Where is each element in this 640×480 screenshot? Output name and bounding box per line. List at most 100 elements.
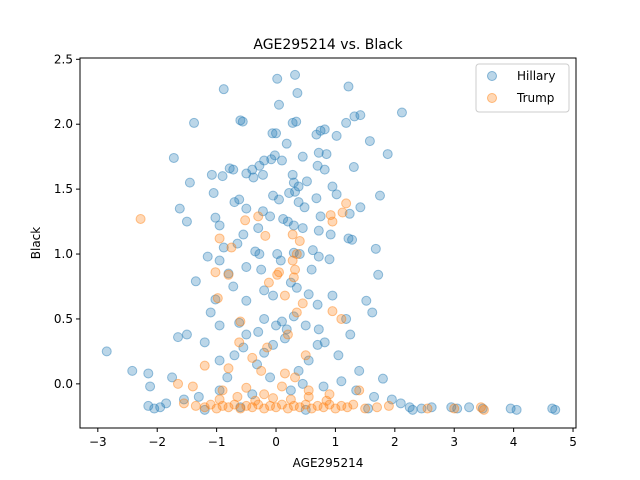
data-point-hillary-8	[341, 117, 352, 128]
data-point-hillary-42	[208, 188, 219, 199]
data-point-hillary-3	[343, 81, 354, 92]
data-point-trump-71	[330, 403, 341, 414]
data-point-hillary-167	[149, 403, 160, 414]
y-tick-label: 2.0	[54, 117, 73, 131]
data-point-hillary-94	[214, 255, 225, 266]
data-point-trump-6	[240, 215, 251, 226]
data-point-hillary-148	[354, 365, 365, 376]
x-tick-label: 5	[569, 435, 577, 449]
data-point-hillary-43	[217, 171, 228, 182]
data-point-hillary-10	[189, 117, 200, 128]
data-point-hillary-174	[416, 403, 427, 414]
data-point-trump-46	[354, 385, 365, 396]
x-tick-label: −2	[148, 435, 166, 449]
data-point-trump-85	[422, 403, 433, 414]
data-point-trump-48	[190, 400, 201, 411]
data-point-hillary-61	[268, 190, 279, 201]
data-point-hillary-41	[184, 177, 195, 188]
data-point-hillary-178	[464, 402, 475, 413]
data-point-trump-37	[290, 372, 301, 383]
data-point-trump-65	[294, 402, 305, 413]
data-point-trump-8	[226, 242, 237, 253]
data-point-hillary-22	[168, 152, 179, 163]
data-point-hillary-9	[396, 107, 407, 118]
data-point-trump-84	[321, 395, 332, 406]
data-point-trump-72	[336, 400, 347, 411]
data-point-hillary-152	[193, 391, 204, 402]
data-point-hillary-88	[288, 247, 299, 258]
data-point-hillary-19	[311, 129, 322, 140]
data-point-trump-86	[449, 403, 460, 414]
data-point-hillary-117	[234, 317, 245, 328]
legend-label-trump: Trump	[516, 91, 554, 105]
data-point-hillary-20	[331, 130, 342, 141]
chart-title: AGE295214 vs. Black	[253, 37, 403, 53]
data-point-hillary-112	[361, 295, 372, 306]
data-point-hillary-5	[292, 88, 303, 99]
data-point-hillary-25	[297, 151, 308, 162]
data-point-hillary-102	[210, 294, 221, 305]
data-point-hillary-89	[294, 249, 305, 260]
data-point-hillary-154	[222, 372, 233, 383]
data-point-hillary-137	[229, 350, 240, 361]
data-point-trump-33	[199, 360, 210, 371]
data-point-hillary-134	[167, 372, 178, 383]
data-point-trump-44	[303, 385, 314, 396]
data-point-hillary-118	[241, 329, 252, 340]
data-point-hillary-157	[285, 385, 296, 396]
data-point-hillary-121	[271, 320, 282, 331]
data-point-hillary-50	[327, 181, 338, 192]
data-point-hillary-16	[291, 116, 302, 127]
data-point-hillary-98	[306, 264, 317, 275]
data-point-hillary-124	[288, 311, 299, 322]
data-point-hillary-116	[214, 320, 225, 331]
data-point-hillary-142	[279, 333, 290, 344]
data-point-trump-80	[250, 395, 261, 406]
data-point-hillary-65	[293, 197, 304, 208]
data-point-hillary-93	[202, 251, 213, 262]
data-point-trump-62	[276, 399, 287, 410]
data-point-hillary-1	[290, 69, 301, 80]
data-point-hillary-39	[312, 160, 323, 171]
data-point-trump-3	[325, 210, 336, 221]
data-point-hillary-177	[452, 403, 463, 414]
data-point-trump-10	[287, 229, 298, 240]
data-point-hillary-173	[407, 404, 418, 415]
data-point-trump-18	[210, 267, 221, 278]
data-point-trump-74	[348, 399, 359, 410]
x-tick-label: 3	[450, 435, 458, 449]
data-point-hillary-179	[477, 403, 488, 414]
data-point-trump-13	[287, 255, 298, 266]
data-point-hillary-104	[241, 295, 252, 306]
data-point-hillary-32	[228, 164, 239, 175]
data-point-hillary-49	[301, 176, 312, 187]
x-tick-label: −3	[89, 435, 107, 449]
data-point-hillary-64	[290, 186, 301, 197]
data-point-hillary-156	[265, 372, 276, 383]
data-point-trump-36	[279, 368, 290, 379]
data-point-trump-7	[214, 233, 225, 244]
data-point-hillary-75	[282, 216, 293, 227]
data-point-hillary-48	[293, 181, 304, 192]
data-point-trump-67	[306, 403, 317, 414]
data-point-hillary-56	[214, 220, 225, 231]
data-point-hillary-120	[259, 313, 270, 324]
data-point-trump-57	[247, 402, 258, 413]
data-point-hillary-119	[253, 326, 264, 337]
data-point-trump-25	[235, 316, 246, 327]
data-point-hillary-6	[349, 111, 360, 122]
data-point-hillary-125	[300, 320, 311, 331]
data-point-hillary-105	[268, 290, 279, 301]
data-point-hillary-29	[382, 149, 393, 160]
x-tick-label: 4	[510, 435, 518, 449]
y-tick-label: 0.5	[54, 312, 73, 326]
data-point-hillary-67	[311, 193, 322, 204]
data-point-hillary-176	[446, 402, 457, 413]
data-point-hillary-46	[257, 169, 268, 180]
x-axis: −3 −2 −1 0 1 2 3 4 5	[89, 428, 577, 449]
data-point-hillary-11	[237, 116, 248, 127]
data-point-hillary-54	[181, 216, 192, 227]
data-point-hillary-15	[287, 117, 298, 128]
data-point-hillary-100	[373, 269, 384, 280]
plot-frame	[79, 57, 577, 429]
